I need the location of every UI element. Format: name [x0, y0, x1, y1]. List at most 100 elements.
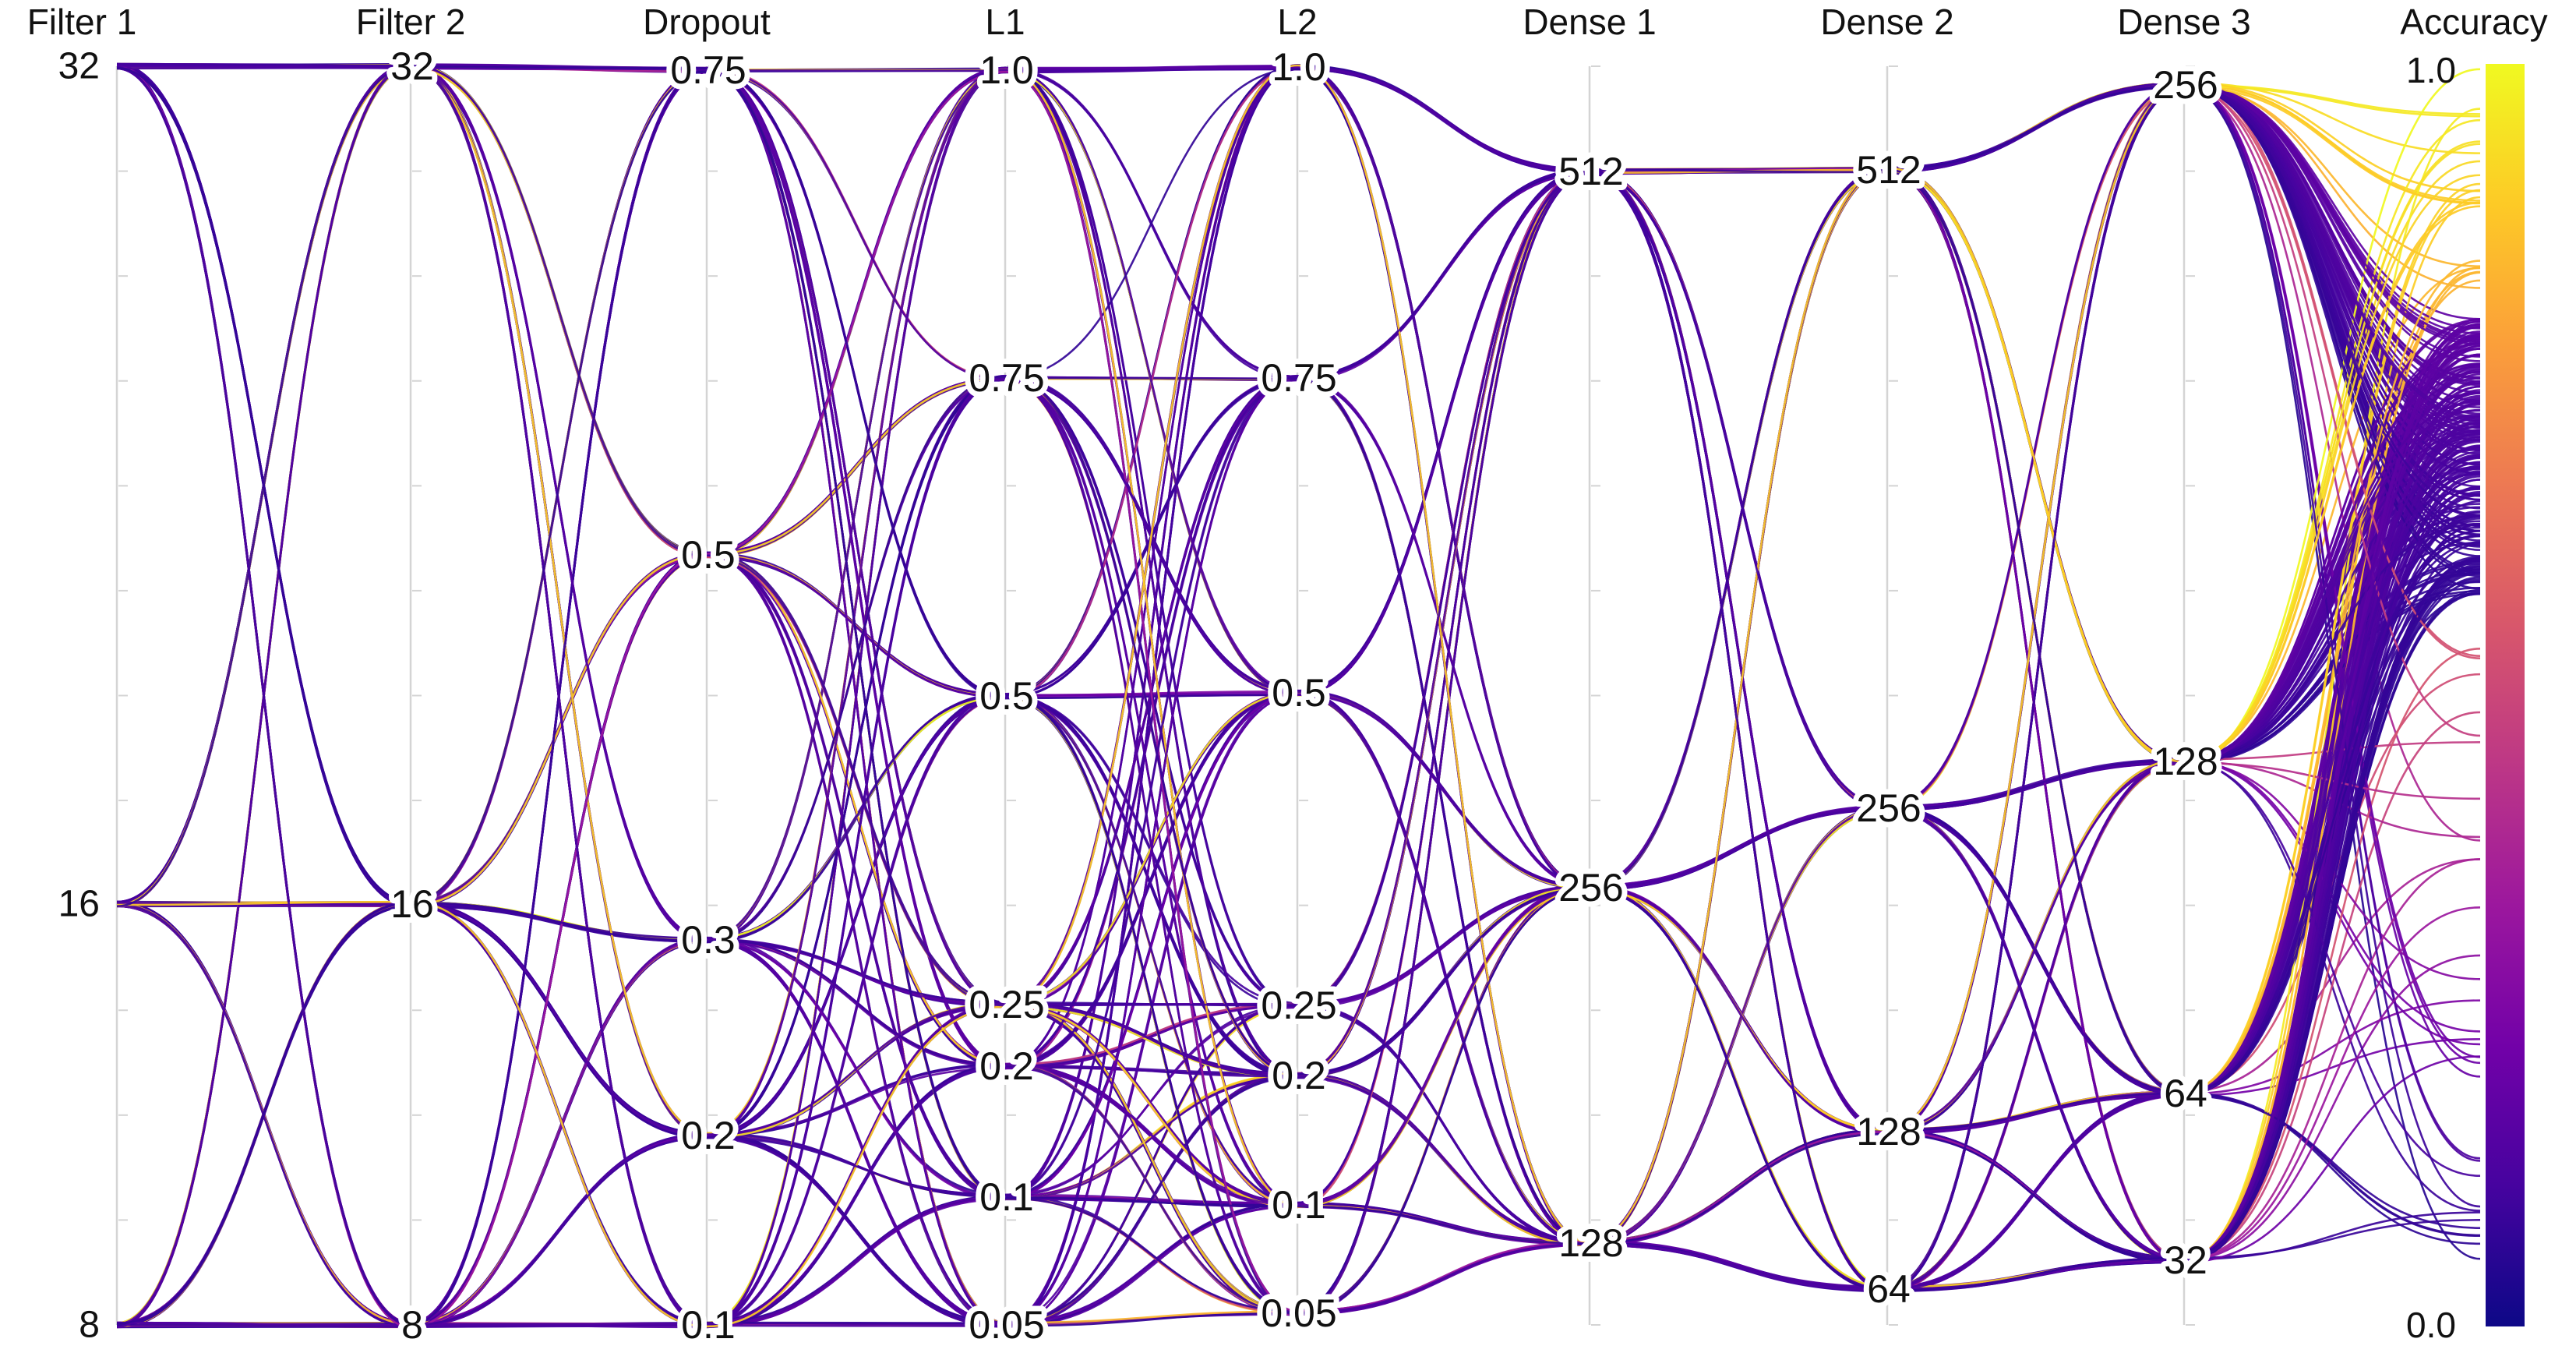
data-polyline	[116, 169, 2481, 1314]
axis-title: Filter 1	[27, 2, 137, 42]
data-polyline	[116, 170, 2481, 1326]
data-polyline	[116, 66, 2481, 1208]
data-polyline	[116, 65, 2481, 1199]
data-polyline	[116, 66, 2481, 1326]
data-polyline	[116, 64, 2481, 1135]
tick-label: 0.1	[681, 1303, 736, 1347]
tick-label: 0.25	[1261, 984, 1336, 1027]
data-polyline	[116, 63, 2481, 1132]
data-polyline	[116, 65, 2481, 1078]
tick-label: 0.05	[1261, 1291, 1336, 1335]
data-polyline	[116, 62, 2481, 1134]
tick-label: 0.1	[1272, 1183, 1326, 1227]
data-polyline	[116, 353, 2481, 1328]
data-polyline	[116, 63, 2481, 1139]
axis-title: Dropout	[643, 2, 771, 42]
data-polyline	[116, 168, 2481, 1326]
colorbar-max-label: 1.0	[2406, 50, 2456, 90]
data-polyline	[116, 67, 2481, 1207]
data-polyline	[116, 168, 2481, 1326]
data-polyline	[116, 63, 2481, 1263]
data-polyline	[116, 166, 2481, 1325]
data-polyline	[116, 68, 2481, 1327]
data-polyline	[116, 168, 2481, 1326]
tick-label: 0.2	[1272, 1054, 1326, 1097]
tick-label: 0.3	[681, 918, 736, 962]
data-polyline	[116, 168, 2481, 1324]
data-polyline	[116, 171, 2481, 1324]
data-polyline	[116, 168, 2481, 1094]
data-polyline	[116, 168, 2481, 1325]
data-polyline	[116, 65, 2481, 1136]
data-polyline	[116, 169, 2481, 1326]
axis-title: Filter 2	[356, 2, 466, 42]
tick-label: 8	[401, 1303, 423, 1347]
tick-label: 1.0	[979, 48, 1034, 92]
data-polyline	[116, 168, 2481, 1325]
data-polyline	[116, 64, 2481, 905]
tick-label: 512	[1856, 148, 1921, 192]
data-polyline	[116, 65, 2481, 1132]
data-polyline	[116, 168, 2481, 1326]
tick-label: 128	[1558, 1221, 1623, 1265]
tick-label: 1.0	[1272, 45, 1326, 89]
data-polyline	[116, 326, 2481, 1328]
tick-label: 128	[2153, 740, 2218, 783]
data-polyline	[116, 66, 2481, 1137]
tick-label: 32	[390, 44, 434, 88]
data-polyline	[116, 82, 2481, 1136]
data-polyline	[116, 62, 2481, 1093]
data-polyline	[116, 62, 2481, 1138]
data-polyline	[116, 169, 2481, 1316]
axis-title: L1	[985, 2, 1025, 42]
data-polyline	[116, 67, 2481, 1094]
data-polyline	[116, 168, 2481, 1326]
tick-label: 0.5	[979, 674, 1034, 718]
tick-label: 512	[1558, 150, 1623, 193]
data-polyline	[116, 64, 2481, 1134]
tick-label: 0.75	[1261, 356, 1336, 400]
tick-label: 0.75	[969, 356, 1044, 400]
data-polyline	[116, 65, 2481, 1093]
axis-title: Dense 3	[2117, 2, 2250, 42]
data-polyline	[116, 171, 2481, 1288]
colorbar-gradient	[2486, 64, 2525, 1326]
tick-label: 256	[1856, 786, 1921, 830]
tick-label: 0.2	[979, 1044, 1034, 1088]
data-polyline	[116, 63, 2481, 1134]
data-polyline	[116, 67, 2481, 1261]
tick-label: 16	[58, 884, 100, 925]
data-polyline	[116, 65, 2481, 1138]
data-polyline	[116, 168, 2481, 1324]
data-polyline	[116, 67, 2481, 1093]
data-polyline	[116, 169, 2481, 1326]
data-polyline	[116, 170, 2481, 1327]
axis-title: L2	[1277, 2, 1317, 42]
data-polyline	[116, 63, 2481, 1096]
tick-label: 0.25	[969, 983, 1044, 1026]
data-polyline	[116, 170, 2481, 1328]
tick-label: 0.75	[670, 48, 746, 92]
data-polyline	[116, 170, 2481, 1328]
tick-label: 64	[1867, 1267, 1911, 1311]
tick-label: 32	[2164, 1238, 2207, 1282]
tick-label: 0.05	[969, 1303, 1044, 1347]
data-polyline	[116, 64, 2481, 1199]
tick-label: 0.1	[979, 1175, 1034, 1219]
tick-label: 64	[2164, 1072, 2207, 1115]
tick-label: 256	[2153, 63, 2218, 107]
polylines	[116, 62, 2481, 1329]
data-polyline	[116, 65, 2481, 1095]
data-polyline	[116, 62, 2481, 1132]
tick-label: 0.5	[1272, 671, 1326, 715]
data-polyline	[116, 65, 2481, 1067]
data-polyline	[116, 63, 2481, 1329]
data-polyline	[116, 65, 2481, 1132]
data-polyline	[116, 65, 2481, 908]
colorbar-min-label: 0.0	[2406, 1305, 2456, 1345]
tick-label: 8	[79, 1305, 100, 1346]
tick-label: 16	[390, 882, 434, 926]
data-polyline	[116, 342, 2481, 1326]
data-polyline	[116, 182, 2481, 1325]
